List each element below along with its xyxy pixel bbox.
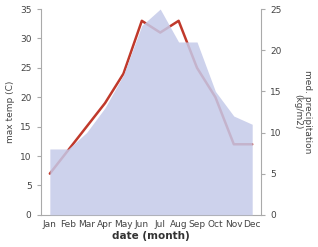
Y-axis label: med. precipitation
(kg/m2): med. precipitation (kg/m2) [293,70,313,154]
X-axis label: date (month): date (month) [112,231,190,242]
Y-axis label: max temp (C): max temp (C) [5,81,15,143]
